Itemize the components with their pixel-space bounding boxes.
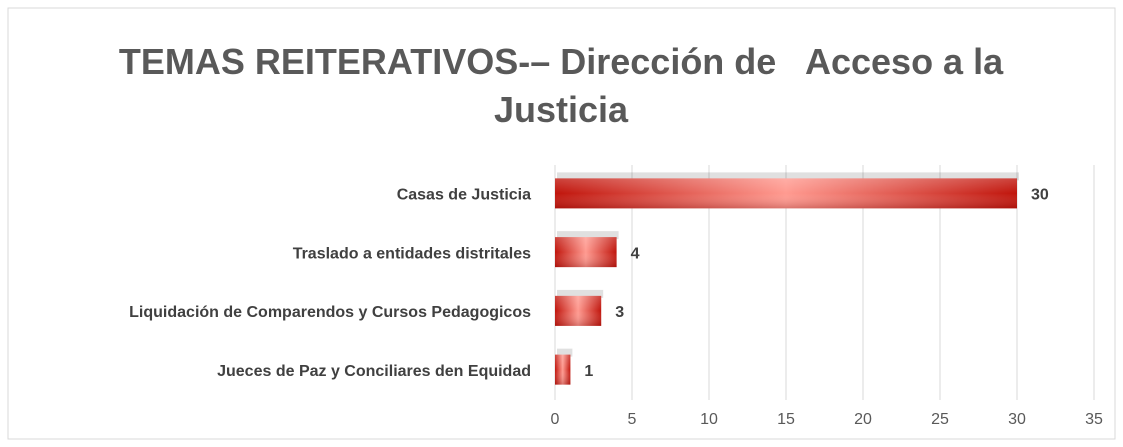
bar-shadow: [557, 348, 573, 357]
chart-title: TEMAS REITERATIVOS-– Dirección de Acceso…: [118, 41, 1014, 130]
value-label: 4: [631, 245, 640, 262]
value-label: 30: [1031, 187, 1049, 204]
y-tick-label: Casas de Justicia: [397, 187, 531, 204]
bar-shadow: [557, 289, 604, 298]
x-tick-label: 25: [931, 411, 949, 428]
x-tick-label: 30: [1008, 411, 1026, 428]
y-tick-label: Liquidación de Comparendos y Cursos Peda…: [129, 304, 531, 321]
bar-shade: [555, 178, 1017, 209]
value-label: 1: [584, 363, 593, 380]
x-tick-label: 35: [1085, 411, 1103, 428]
bar-shadow: [557, 172, 1019, 181]
x-tick-label: 15: [777, 411, 795, 428]
y-tick-label: Traslado a entidades distritales: [293, 245, 531, 262]
bar-shade: [555, 237, 617, 268]
bar-shade: [555, 295, 602, 326]
x-tick-label: 20: [854, 411, 872, 428]
chart-border: [7, 7, 1116, 440]
x-tick-label: 5: [628, 411, 637, 428]
y-tick-label: Jueces de Paz y Conciliares den Equidad: [217, 363, 531, 380]
value-label: 3: [615, 304, 624, 321]
x-tick-label: 10: [700, 411, 718, 428]
x-tick-label: 0: [551, 411, 560, 428]
bar-shade: [555, 354, 571, 385]
bar-shadow: [557, 231, 619, 240]
